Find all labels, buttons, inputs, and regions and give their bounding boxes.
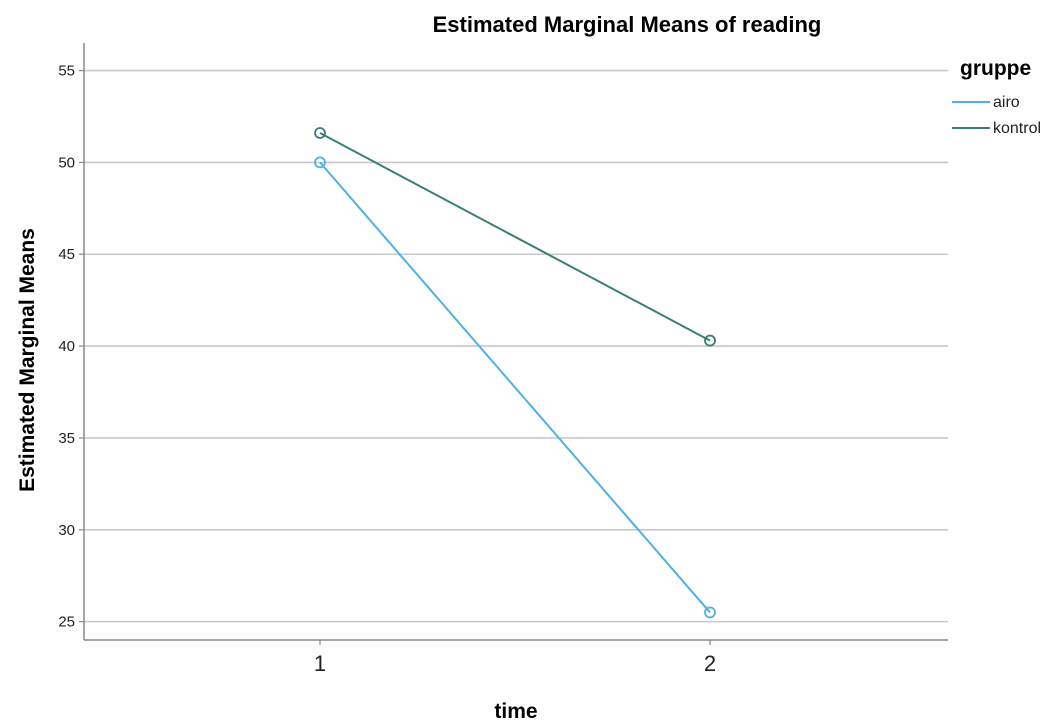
y-tick-label: 40 [58, 338, 75, 355]
legend-title: gruppe [960, 57, 1031, 80]
legend-items: airo kontrol [952, 94, 1041, 137]
x-tick-label: 2 [704, 651, 716, 676]
chart-title: Estimated Marginal Means of reading [433, 12, 822, 37]
y-axis-title: Estimated Marginal Means [16, 228, 39, 492]
legend-item-kontrol: kontrol [952, 120, 1041, 137]
y-tick-label: 50 [58, 154, 75, 171]
series-line [319, 132, 711, 342]
x-axis-title: time [494, 700, 537, 723]
data-point [704, 334, 716, 347]
series-line [319, 161, 711, 614]
data-point [314, 156, 326, 169]
y-tick-labels: 25 30 35 40 45 50 55 [58, 63, 84, 631]
legend-item-airo: airo [952, 94, 1020, 111]
y-tick-label: 30 [58, 522, 75, 539]
legend-label: airo [993, 94, 1020, 111]
y-tick-label: 35 [58, 430, 75, 447]
gridlines [84, 69, 948, 623]
data-point [704, 606, 716, 619]
y-tick-label: 45 [58, 246, 75, 263]
legend-label: kontrol [993, 120, 1041, 137]
y-tick-label: 55 [58, 63, 75, 80]
series-airo [314, 156, 716, 619]
y-tick-label: 25 [58, 614, 75, 631]
series-kontrol [314, 127, 716, 347]
data-point [314, 127, 326, 139]
x-tick-label: 1 [314, 651, 326, 676]
legend: gruppe airo kontrol [952, 57, 1041, 137]
series-layer [314, 127, 716, 619]
